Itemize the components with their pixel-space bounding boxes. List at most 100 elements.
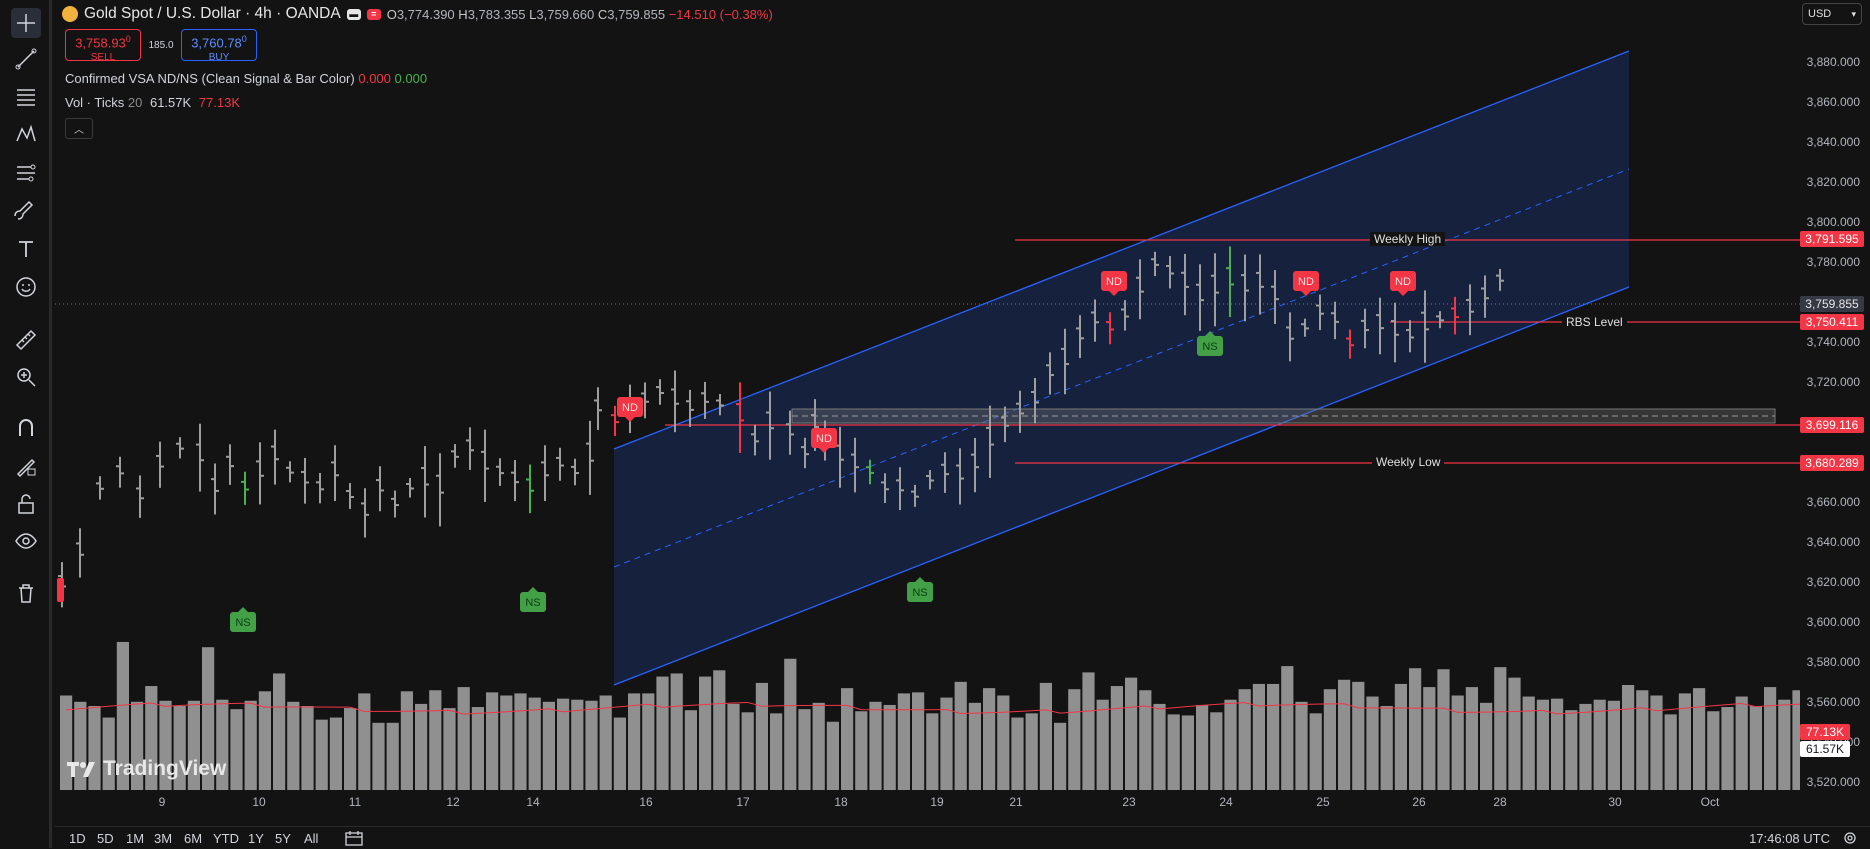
- ns-signal-marker: [1197, 336, 1223, 356]
- volume-bar: [1622, 685, 1635, 790]
- bottom-toolbar: 1D 5D 1M 3M 6M YTD 1Y 5Y All 17:46:08 UTC: [55, 826, 1870, 849]
- volume-bar: [1707, 711, 1720, 790]
- zoom-in-icon[interactable]: [11, 362, 41, 392]
- sell-button[interactable]: 3,758.930 SELL: [65, 29, 141, 63]
- volume-bar: [897, 693, 910, 790]
- buy-button[interactable]: 3,760.780 BUY: [181, 29, 257, 63]
- time-tick-label: 19: [930, 795, 944, 809]
- volume-bar: [1011, 717, 1024, 790]
- volume-indicator-legend[interactable]: Vol · Ticks 20 61.57K 77.13K: [65, 95, 240, 110]
- range-button[interactable]: 1Y: [248, 831, 264, 846]
- trend-line-icon[interactable]: [11, 44, 41, 74]
- range-button[interactable]: 5Y: [275, 831, 291, 846]
- price-tick-label: 3,520.000: [1806, 775, 1860, 789]
- trade-panel: 3,758.930 SELL 185.0 3,760.780 BUY: [65, 29, 257, 63]
- volume-bar: [1394, 683, 1407, 790]
- time-scale[interactable]: 9 10 11 12 14 16 17 18 19 21 23 24 25 26 28 30 Oct: [55, 790, 1800, 814]
- price-tick-label: 3,860.000: [1806, 95, 1860, 109]
- volume-bar: [273, 673, 286, 790]
- nd-signal-marker: [811, 428, 837, 448]
- vsa-indicator-legend[interactable]: Confirmed VSA ND/NS (Clean Signal & Bar …: [65, 71, 428, 86]
- price-tick-label: 3,780.000: [1806, 255, 1860, 269]
- status-pill-icon[interactable]: ▬: [346, 8, 361, 20]
- collapse-legend-button[interactable]: ︿: [65, 118, 93, 139]
- volume-bar: [1764, 687, 1777, 790]
- pattern-icon[interactable]: [11, 120, 41, 150]
- time-tick-label: 16: [639, 795, 653, 809]
- eye-icon[interactable]: [11, 526, 41, 556]
- volume-bar: [1480, 702, 1493, 790]
- range-button[interactable]: 6M: [184, 831, 203, 846]
- regression-channel-fill: [614, 51, 1629, 685]
- ohlc-values: O3,774.390 H3,783.355 L3,759.660 C3,759.…: [386, 6, 773, 22]
- fib-retracement-icon[interactable]: [11, 82, 41, 112]
- lock-drawing-icon[interactable]: [11, 451, 41, 481]
- volume-bar: [1082, 672, 1095, 790]
- range-button[interactable]: 3M: [154, 831, 173, 846]
- market-status-icon[interactable]: =: [366, 8, 381, 20]
- volume-bar: [1522, 696, 1535, 790]
- zone-price-label: 3,699.116: [1800, 417, 1864, 433]
- settings-icon[interactable]: [1842, 830, 1858, 846]
- range-button[interactable]: All: [304, 831, 319, 846]
- range-button[interactable]: 5D: [97, 831, 114, 846]
- spread-value: 185.0: [148, 39, 174, 51]
- price-tick-label: 3,600.000: [1806, 615, 1860, 629]
- lock-icon[interactable]: [11, 489, 41, 519]
- price-tick-label: 3,640.000: [1806, 535, 1860, 549]
- ruler-icon[interactable]: [11, 325, 41, 355]
- volume-bar: [1267, 683, 1280, 790]
- volume-bar: [1494, 667, 1507, 790]
- volume-bar: [1167, 714, 1180, 790]
- calendar-icon[interactable]: [345, 830, 363, 846]
- time-tick-label: 10: [252, 795, 266, 809]
- price-tick-label: 3,620.000: [1806, 575, 1860, 589]
- currency-select[interactable]: USD ▾: [1802, 3, 1862, 25]
- ns-signal-pointer: [1205, 331, 1215, 336]
- symbol-title[interactable]: Gold Spot / U.S. Dollar · 4h · OANDA: [84, 5, 341, 22]
- current-price-label: 3,759.855: [1800, 296, 1864, 312]
- volume-bar: [1224, 699, 1237, 790]
- volume-bar: [628, 693, 641, 790]
- nd-signal-text: ND: [1106, 276, 1122, 288]
- price-scale[interactable]: 3,880.000 3,860.000 3,840.000 3,820.000 3,80…: [1800, 0, 1870, 790]
- volume-bar: [159, 700, 172, 790]
- volume-bar: [1125, 677, 1138, 790]
- text-icon[interactable]: [11, 234, 41, 264]
- range-button[interactable]: 1D: [69, 831, 86, 846]
- volume-bar: [301, 706, 314, 790]
- ns-signal-text: NS: [1202, 341, 1217, 353]
- volume-bar: [528, 697, 541, 790]
- time-tick-label: 25: [1316, 795, 1330, 809]
- nd-signal-marker: [1101, 271, 1127, 291]
- gold-symbol-icon: [62, 6, 78, 22]
- trash-icon[interactable]: [11, 578, 41, 608]
- volume-bar: [1323, 689, 1336, 790]
- crosshair-icon[interactable]: [11, 8, 41, 38]
- volume-bar: [358, 693, 371, 790]
- volume-bar: [670, 673, 683, 790]
- volume-bar: [1536, 699, 1549, 790]
- utc-clock[interactable]: 17:46:08 UTC: [1749, 831, 1830, 846]
- ns-signal-marker: [230, 612, 256, 632]
- volume-bar: [1409, 668, 1422, 790]
- emoji-icon[interactable]: [11, 272, 41, 302]
- volume-bar: [415, 703, 428, 790]
- brush-icon[interactable]: [11, 196, 41, 226]
- prediction-icon[interactable]: [11, 158, 41, 188]
- volume-bar: [216, 699, 229, 790]
- range-button[interactable]: YTD: [213, 831, 239, 846]
- price-chart[interactable]: ND ND ND ND ND NS NS NS NS: [55, 0, 1800, 790]
- volume-bar: [1678, 693, 1691, 790]
- range-button[interactable]: 1M: [126, 831, 145, 846]
- ns-signal-marker: [907, 582, 933, 602]
- volume-bar: [557, 698, 570, 790]
- volume-bar: [1281, 666, 1294, 790]
- volume-bar: [1366, 696, 1379, 790]
- volume-bar: [386, 722, 399, 790]
- volume-bar: [443, 708, 456, 790]
- magnet-icon[interactable]: [11, 413, 41, 443]
- nd-signal-text: ND: [1298, 276, 1314, 288]
- time-tick-label: 17: [736, 795, 750, 809]
- volume-bar: [755, 682, 768, 790]
